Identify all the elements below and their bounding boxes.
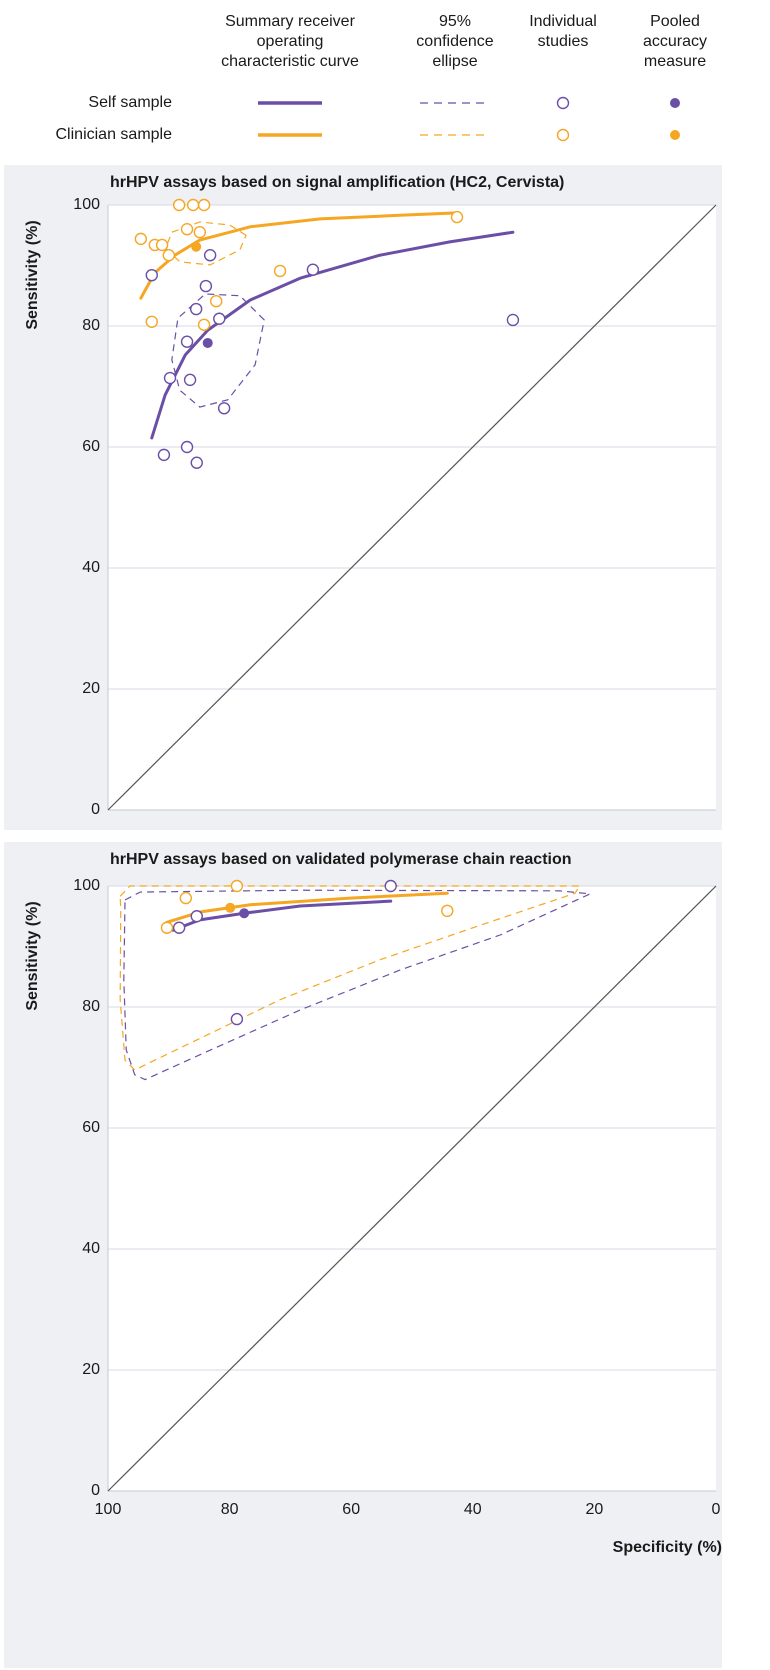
study-point [384,879,397,893]
x-tick-label: 20 [586,1501,604,1518]
legend-header: operating [257,33,324,50]
study-point [180,222,194,236]
study-point [197,318,211,331]
study-point [203,249,217,262]
legend-header: Individual [529,13,597,30]
legend-label: Self sample [88,94,172,111]
study-point [210,294,223,308]
study-point [145,315,158,328]
study-point [190,910,203,923]
sroc-curve [139,211,459,300]
study-point [172,921,186,934]
study-point [199,279,213,293]
study-point [306,263,320,276]
confidence-ellipse [165,221,247,266]
study-point [155,238,169,252]
confidence-ellipse [123,889,593,1081]
legend-study [556,128,570,142]
y-axis-label: Sensitivity (%) [24,901,41,1010]
study-point [197,198,211,212]
x-tick-label: 0 [712,1501,721,1518]
x-tick-label: 40 [464,1501,482,1518]
y-tick-label: 100 [73,196,100,213]
study-point [190,456,203,469]
legend-pooled [670,130,680,140]
pooled-point [225,902,236,913]
study-point [172,198,186,212]
sroc-curve [165,891,449,924]
study-point [506,313,520,327]
study-point [180,335,194,348]
study-point [230,1012,244,1026]
study-point [273,264,287,278]
study-point [189,302,203,316]
study-point [213,312,226,325]
pooled-point [239,908,250,919]
confidence-ellipse [171,293,265,408]
study-point [162,249,176,262]
study-point [134,232,148,246]
y-tick-label: 60 [82,1119,100,1136]
legend-header: characteristic curve [221,53,359,70]
y-tick-label: 40 [82,1240,100,1257]
y-axis-label: Sensitivity (%) [24,220,41,329]
y-tick-label: 0 [91,1482,100,1499]
study-point [179,891,193,905]
x-tick-label: 60 [342,1501,360,1518]
study-point [163,371,177,385]
legend-header: accuracy [643,33,707,50]
study-point [186,198,200,212]
study-point [217,402,231,415]
y-tick-label: 80 [82,998,100,1015]
chart-title: hrHPV assays based on validated polymera… [110,851,572,868]
x-tick-label: 80 [221,1501,239,1518]
y-tick-label: 20 [82,680,100,697]
legend-header: studies [538,33,589,50]
legend-header: ellipse [432,53,477,70]
legend-header: confidence [416,33,493,50]
x-tick-label: 100 [95,1501,122,1518]
confidence-ellipse [119,885,581,1071]
x-axis-label: Specificity (%) [613,1539,722,1556]
pooled-point [191,241,202,252]
legend-header: Summary receiver [225,13,355,30]
study-point [180,440,194,454]
y-tick-label: 60 [82,438,100,455]
study-point [160,921,174,934]
y-tick-label: 100 [73,877,100,894]
legend-header: measure [644,53,706,70]
study-point [145,268,158,282]
y-tick-label: 80 [82,317,100,334]
study-point [450,210,464,224]
legend-study [556,96,570,110]
y-tick-label: 40 [82,559,100,576]
study-point [441,904,454,918]
study-point [193,226,207,239]
chart-title: hrHPV assays based on signal amplificati… [110,174,564,191]
study-point [230,879,244,893]
legend-label: Clinician sample [56,126,173,143]
reference-line [107,204,717,811]
study-point [157,448,171,462]
y-tick-label: 0 [91,801,100,818]
reference-line [107,885,717,1492]
legend-header: 95% [439,13,471,30]
y-tick-label: 20 [82,1361,100,1378]
pooled-point [202,337,213,348]
study-point [183,373,197,387]
legend-pooled [670,98,680,108]
legend-header: Pooled [650,13,700,30]
